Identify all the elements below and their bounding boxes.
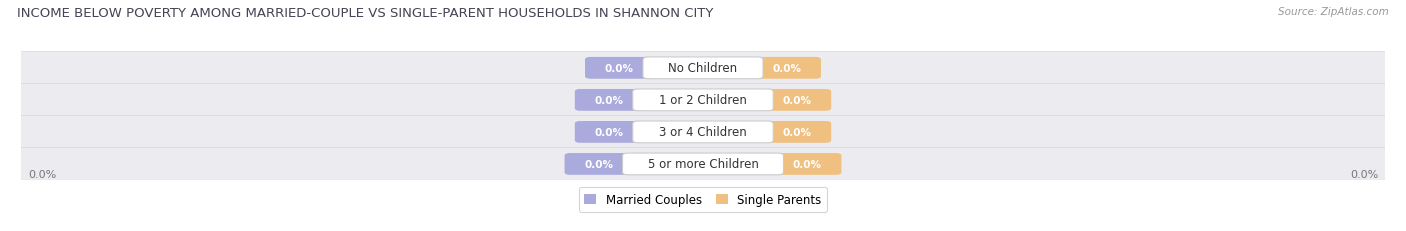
Text: 3 or 4 Children: 3 or 4 Children xyxy=(659,126,747,139)
FancyBboxPatch shape xyxy=(623,153,783,175)
Text: 0.0%: 0.0% xyxy=(1350,170,1378,179)
FancyBboxPatch shape xyxy=(565,153,634,175)
FancyBboxPatch shape xyxy=(14,52,1392,85)
Text: 0.0%: 0.0% xyxy=(585,159,613,169)
FancyBboxPatch shape xyxy=(585,58,654,79)
FancyBboxPatch shape xyxy=(633,122,773,143)
Text: 1 or 2 Children: 1 or 2 Children xyxy=(659,94,747,107)
FancyBboxPatch shape xyxy=(762,122,831,143)
FancyBboxPatch shape xyxy=(575,90,644,111)
FancyBboxPatch shape xyxy=(752,58,821,79)
FancyBboxPatch shape xyxy=(772,153,841,175)
Text: 0.0%: 0.0% xyxy=(595,95,624,105)
Legend: Married Couples, Single Parents: Married Couples, Single Parents xyxy=(579,187,827,212)
Text: 0.0%: 0.0% xyxy=(782,95,811,105)
FancyBboxPatch shape xyxy=(643,58,763,79)
Text: 0.0%: 0.0% xyxy=(595,127,624,137)
FancyBboxPatch shape xyxy=(14,148,1392,180)
Text: 0.0%: 0.0% xyxy=(772,64,801,73)
Text: No Children: No Children xyxy=(668,62,738,75)
Text: 0.0%: 0.0% xyxy=(605,64,634,73)
FancyBboxPatch shape xyxy=(762,90,831,111)
FancyBboxPatch shape xyxy=(633,90,773,111)
Text: INCOME BELOW POVERTY AMONG MARRIED-COUPLE VS SINGLE-PARENT HOUSEHOLDS IN SHANNON: INCOME BELOW POVERTY AMONG MARRIED-COUPL… xyxy=(17,7,713,20)
FancyBboxPatch shape xyxy=(575,122,644,143)
Text: 5 or more Children: 5 or more Children xyxy=(648,158,758,171)
Text: 0.0%: 0.0% xyxy=(782,127,811,137)
Text: 0.0%: 0.0% xyxy=(28,170,56,179)
Text: 0.0%: 0.0% xyxy=(793,159,821,169)
FancyBboxPatch shape xyxy=(14,116,1392,149)
FancyBboxPatch shape xyxy=(14,84,1392,117)
Text: Source: ZipAtlas.com: Source: ZipAtlas.com xyxy=(1278,7,1389,17)
